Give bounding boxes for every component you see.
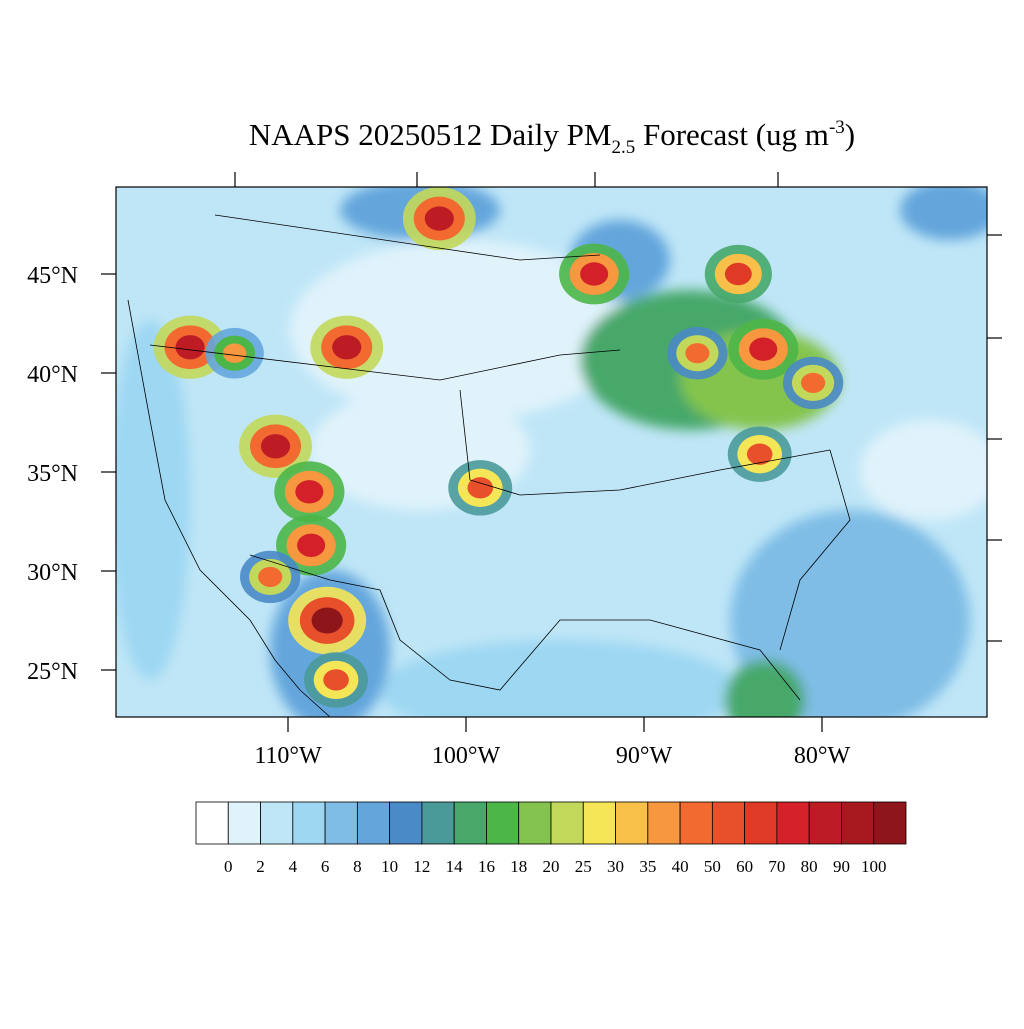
colorbar-box <box>679 801 713 845</box>
lon-label: 80°W <box>794 743 851 769</box>
lon-label: 100°W <box>432 743 501 769</box>
colorbar-box <box>486 801 520 845</box>
hotspot <box>311 607 343 634</box>
colorbar-box <box>615 801 649 845</box>
colorbar-box <box>195 801 229 845</box>
hotspot <box>685 343 710 364</box>
hotspot <box>258 566 283 587</box>
title: NAAPS 20250512 Daily PM2.5 Forecast (ug … <box>249 117 855 158</box>
colorbar-label: 90 <box>833 857 850 876</box>
map-frame <box>115 186 988 718</box>
hotspot <box>175 335 205 360</box>
colorbar-label: 70 <box>768 857 785 876</box>
hotspot <box>295 480 324 504</box>
colorbar-label: 80 <box>801 857 818 876</box>
colorbar-label: 60 <box>736 857 753 876</box>
hotspot <box>424 206 454 231</box>
lat-label: 45°N <box>27 263 78 289</box>
lat-label: 40°N <box>27 362 78 388</box>
title-end: ) <box>845 117 855 152</box>
colorbar-box <box>260 801 294 845</box>
lat-label: 35°N <box>27 461 78 487</box>
colorbar-box <box>324 801 358 845</box>
colorbar-box <box>227 801 261 845</box>
colorbar-box <box>421 801 455 845</box>
colorbar-label: 16 <box>478 857 495 876</box>
hotspot <box>749 337 778 361</box>
hotspot <box>746 443 773 465</box>
colorbar-box <box>873 801 907 845</box>
lon-label: 90°W <box>616 743 673 769</box>
lon-label: 110°W <box>254 743 322 769</box>
colorbar-label: 10 <box>381 857 398 876</box>
colorbar-label: 35 <box>639 857 656 876</box>
colorbar-label: 50 <box>704 857 721 876</box>
colorbar-box <box>292 801 326 845</box>
title-main: NAAPS 20250512 Daily PM <box>249 117 612 152</box>
colorbar-label: 20 <box>543 857 560 876</box>
colorbar-box <box>518 801 552 845</box>
axes: 45°N 40°N 35°N 30°N 25°N 110°W 100°W 90°W 80°W <box>27 263 850 769</box>
colorbar-box <box>453 801 487 845</box>
title-sup: -3 <box>829 117 845 138</box>
colorbar-box <box>389 801 423 845</box>
colorbar-label: 40 <box>672 857 689 876</box>
colorbar-label: 0 <box>224 857 233 876</box>
title-rest: Forecast (ug m <box>635 117 829 152</box>
colorbar-label: 25 <box>575 857 592 876</box>
colorbar-box <box>776 801 810 845</box>
colorbar-label: 14 <box>446 857 464 876</box>
colorbar-box <box>647 801 681 845</box>
map <box>116 187 987 717</box>
colorbar-label: 6 <box>321 857 330 876</box>
hotspot <box>323 669 349 691</box>
colorbar-label: 12 <box>413 857 430 876</box>
hotspots <box>153 187 844 708</box>
hotspot <box>297 533 326 557</box>
hotspot <box>222 343 247 363</box>
hotspot <box>724 262 752 286</box>
lat-label: 30°N <box>27 560 78 586</box>
lat-label: 25°N <box>27 659 78 685</box>
frame-ticks <box>234 172 1002 642</box>
colorbar-label: 18 <box>510 857 527 876</box>
colorbar-label: 100 <box>861 857 887 876</box>
colorbar-box <box>711 801 746 845</box>
colorbar-box <box>550 801 584 845</box>
colorbar-box <box>582 801 616 845</box>
title-sub: 2.5 <box>611 137 635 158</box>
hotspot <box>467 477 494 499</box>
colorbar: 0 2 4 6 8 10 12 14 16 18 20 25 30 35 40 50 60 70 80 90 100 <box>195 801 907 876</box>
colorbar-box <box>808 801 842 845</box>
colorbar-box <box>744 801 778 845</box>
hotspot <box>332 335 362 360</box>
boundaries <box>127 214 851 717</box>
colorbar-box <box>356 801 391 845</box>
colorbar-label: 30 <box>607 857 624 876</box>
colorbar-label: 4 <box>289 857 298 876</box>
hotspot <box>260 434 291 459</box>
hotspot <box>580 262 609 286</box>
colorbar-box <box>841 801 875 845</box>
colorbar-label: 2 <box>256 857 265 876</box>
hotspot <box>801 372 826 393</box>
colorbar-label: 8 <box>353 857 362 876</box>
